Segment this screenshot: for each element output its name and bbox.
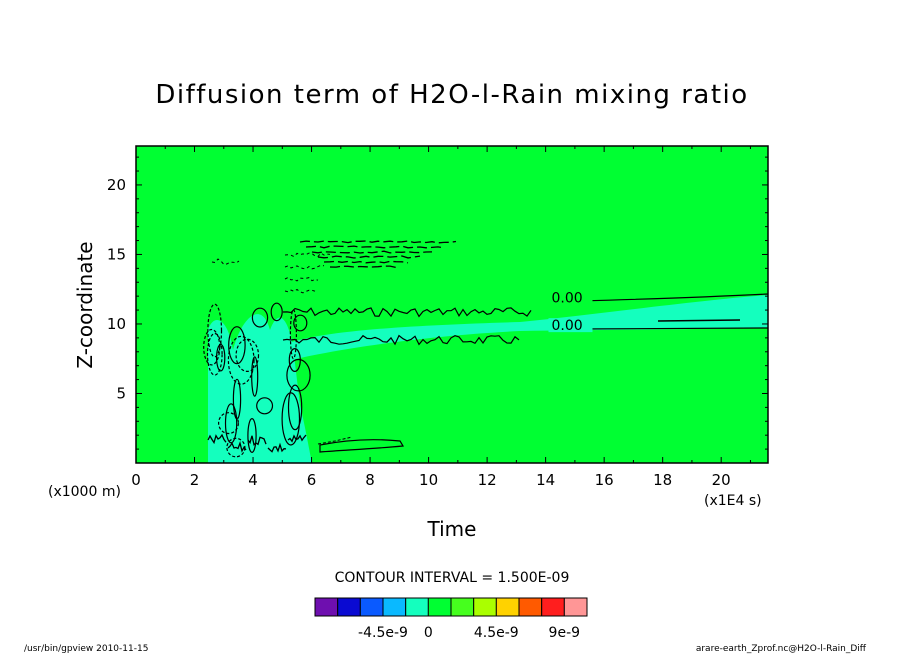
cell-contour [207,433,227,445]
low-level-contour [319,438,405,453]
negative-contour [299,240,457,244]
contour-label-bg [548,290,593,305]
colorbar-swatch [359,597,384,617]
negative-contour [323,260,409,264]
colorbar-swatch [382,597,407,617]
x-tick-label: 12 [478,471,497,489]
cell-contour [247,418,257,454]
contour-line [579,293,769,302]
contour-label: 0.00 [551,290,582,306]
y-tick-label: 20 [107,176,126,194]
cell-contour [286,358,311,392]
cell-contour [215,343,226,372]
y-axis-title: Z-coordinate [73,241,97,368]
footer-left: /usr/bin/gpview 2010-11-15 [24,644,148,654]
negative-contour [317,255,421,259]
cell-contour [256,397,274,415]
y-tick-label: 15 [107,245,126,263]
cell-contour [224,403,238,444]
colorbar-label: -4.5e-9 [358,625,408,641]
x-tick-label: 14 [536,471,555,489]
contour-label-bg [548,318,593,333]
axis-ticks: 0 2 4 6 8 10 12 14 16 18 20 5 10 15 20 [107,146,768,489]
negative-contour [211,258,240,266]
cell-contour [287,384,303,431]
cell-contour [227,335,255,385]
cell-contour [207,303,223,358]
x-axis-title: Time [427,517,477,541]
colorbar-swatch [541,597,565,617]
colorbar-swatch [495,597,520,617]
contour-line [657,319,741,322]
x-tick-label: 18 [653,471,672,489]
contour-field [208,295,768,463]
x-tick-label: 20 [712,471,731,489]
cell-contour [270,302,283,322]
colorbar-swatch [518,597,543,617]
chart-title: Diffusion term of H2O-l-Rain mixing rati… [155,80,748,110]
negative-contour [311,250,433,254]
negative-contour [305,245,445,249]
y-tick-label: 10 [107,315,126,333]
x-unit-label: (x1E4 s) [704,493,762,509]
y-tick-label: 5 [116,384,126,402]
colorbar-swatch [450,597,475,617]
negative-contour [284,276,319,282]
cell-contour [251,356,259,397]
colorbar-swatch [427,597,452,617]
y-unit-label: (x1000 m) [48,484,121,500]
cell-contour [206,332,223,376]
plot-area: 0.00 0.00 [135,145,769,464]
contour-line [282,307,532,318]
colorbar-swatch [473,597,497,617]
cell-contour [235,338,260,372]
x-tick-label: 16 [595,471,614,489]
cell-contour [251,307,269,328]
cell-contour [203,328,221,366]
cell-contour [227,441,247,453]
x-tick-label: 10 [419,471,438,489]
x-tick-label: 4 [248,471,258,489]
cell-contour [247,435,267,446]
cell-contour [267,442,287,453]
cell-contour [293,314,308,332]
contour-line [579,327,769,330]
negative-contour [317,436,353,445]
colorbar-swatch [314,597,339,617]
x-tick-label: 0 [131,471,141,489]
cell-contour [218,412,240,435]
x-tick-label: 2 [190,471,200,489]
contour-label: 0.00 [551,318,582,334]
contour-line [282,334,520,346]
colorbar-swatch [337,597,361,617]
negative-contour [329,265,397,269]
cell-contour [281,392,301,446]
cell-contour [228,326,246,365]
colorbar-label: 0 [424,625,433,641]
footer-right: arare-earth_Zprof.nc@H2O-l-Rain_Diff [696,644,867,654]
x-tick-label: 8 [365,471,375,489]
negative-contour [284,264,325,270]
colorbar: -4.5e-9 0 4.5e-9 9e-9 [314,597,588,641]
plot-frame [135,145,769,464]
colorbar-label: 9e-9 [549,625,580,641]
contour-interval-label: CONTOUR INTERVAL = 1.500E-09 [335,570,570,586]
positive-band [283,295,768,362]
colorbar-swatch [563,597,588,617]
x-tick-label: 6 [307,471,317,489]
colorbar-label: 4.5e-9 [474,625,519,641]
colorbar-swatch [405,597,429,617]
cell-contour [287,434,307,443]
cell-contour [288,348,301,373]
contour-lines: 0.00 0.00 [203,240,769,458]
cell-contour [289,309,297,360]
negative-contour [284,252,331,258]
